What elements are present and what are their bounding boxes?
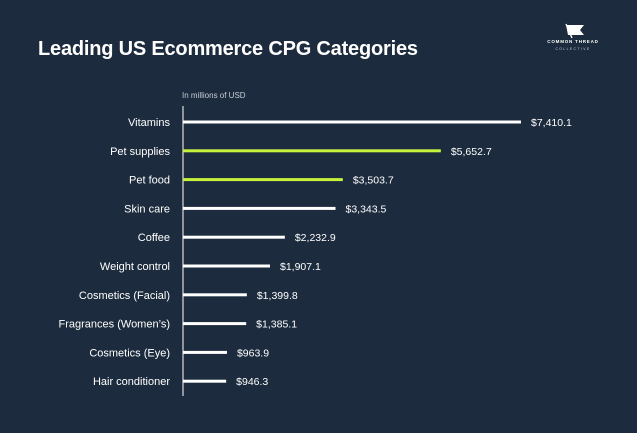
value-label: $946.3 — [236, 376, 268, 388]
value-label: $3,343.5 — [346, 203, 387, 215]
value-label: $3,503.7 — [353, 175, 394, 187]
flag-icon — [565, 23, 584, 39]
value-label: $5,652.7 — [451, 146, 492, 158]
unit-label: In millions of USD — [182, 91, 246, 100]
bar — [183, 293, 247, 297]
category-label: Skin care — [124, 203, 170, 215]
value-label: $963.9 — [237, 347, 269, 359]
brand-subtitle: COLLECTIVE — [555, 47, 591, 51]
bar — [183, 235, 285, 239]
category-label: Pet supplies — [110, 146, 170, 158]
value-label: $7,410.1 — [531, 117, 572, 129]
value-label: $1,907.1 — [280, 261, 321, 273]
bar — [183, 206, 336, 210]
category-label: Cosmetics (Eye) — [89, 347, 170, 359]
category-label: Pet food — [129, 175, 170, 187]
brand-name: COMMON THREAD — [547, 39, 599, 44]
bar — [183, 379, 227, 383]
bar — [183, 149, 441, 153]
value-label: $2,232.9 — [295, 232, 336, 244]
bar — [183, 350, 227, 354]
category-label: Coffee — [138, 232, 170, 244]
value-label: $1,385.1 — [256, 319, 297, 331]
bar — [183, 264, 270, 268]
category-label: Vitamins — [128, 117, 170, 129]
bar — [183, 322, 247, 326]
category-label: Cosmetics (Facial) — [79, 290, 170, 302]
category-label: Weight control — [100, 261, 170, 273]
bar — [183, 120, 521, 124]
brand-logo: COMMON THREAD COLLECTIVE — [544, 22, 602, 56]
bar — [183, 178, 343, 182]
chart-title: Leading US Ecommerce CPG Categories — [38, 38, 418, 60]
category-label: Fragrances (Women’s) — [59, 319, 170, 331]
value-label: $1,399.8 — [257, 290, 298, 302]
category-label: Hair conditioner — [93, 376, 170, 388]
